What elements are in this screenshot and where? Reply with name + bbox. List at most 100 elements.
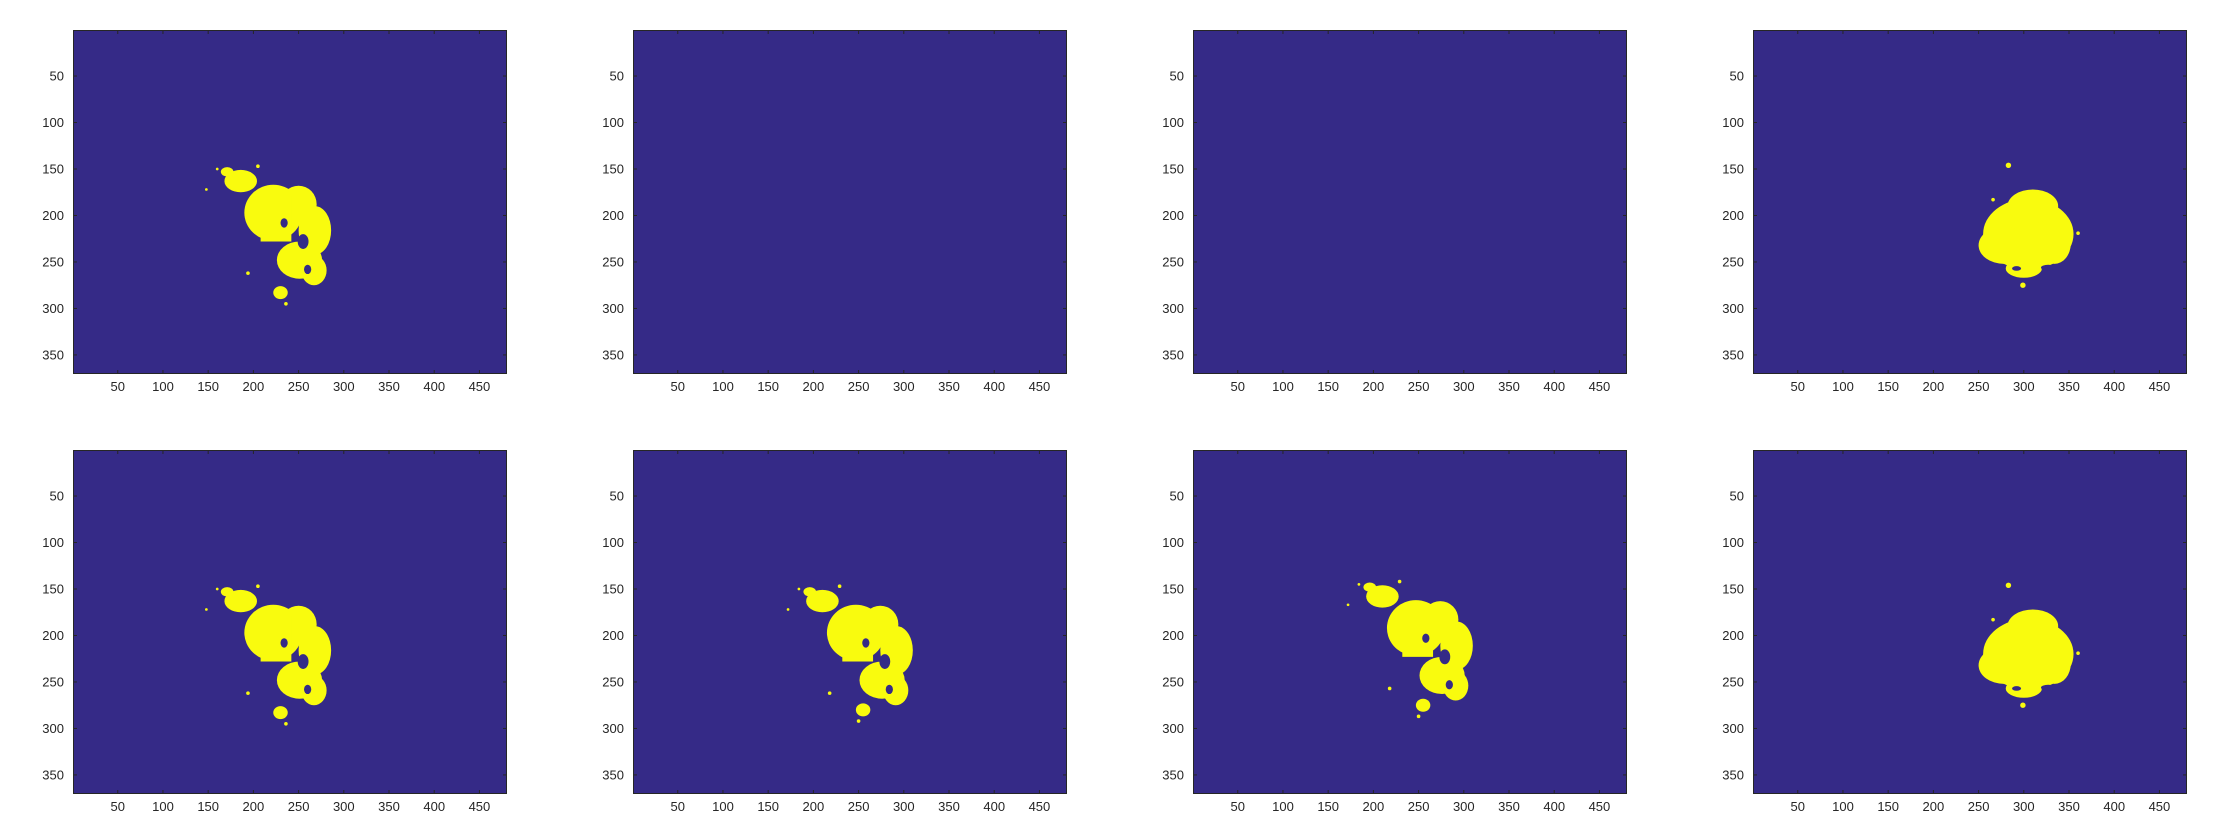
x-tick-label: 400 xyxy=(983,799,1005,814)
mask-background xyxy=(1193,30,1627,374)
region-hole xyxy=(2012,686,2022,691)
x-tick-label: 450 xyxy=(2149,379,2171,394)
mask-panel-r1c4: 50 100 150 200 250 300 350 400 450 50 100 150 200 250… xyxy=(1722,30,2187,394)
mask-panel-r2c4: 50 100 150 200 250 300 350 400 450 50 100 150 200 250… xyxy=(1722,450,2187,814)
x-tick-label: 450 xyxy=(1589,379,1611,394)
x-tick-label: 50 xyxy=(111,799,125,814)
x-tick-label: 150 xyxy=(1317,799,1339,814)
mask-panel-r2c3: 50 100 150 200 250 300 350 400 450 50 100 150 200 250… xyxy=(1162,450,1627,814)
mask-panel-r1c1: 50 100 150 200 250 300 350 400 450 50 100 150 200 250… xyxy=(42,30,507,394)
region-hole xyxy=(2040,684,2056,691)
axes-frame xyxy=(73,30,507,374)
segmentation-region xyxy=(1346,579,1473,719)
region-speck xyxy=(856,719,861,723)
region-blob xyxy=(273,706,288,720)
region-speck xyxy=(1357,582,1361,586)
y-tick-label: 50 xyxy=(1730,69,1744,84)
y-tick-label: 50 xyxy=(1730,489,1744,504)
x-tick-label: 50 xyxy=(1791,799,1805,814)
x-tick-label: 150 xyxy=(1877,379,1899,394)
x-tick-label: 100 xyxy=(712,799,734,814)
region-hole xyxy=(2012,266,2022,271)
region-speck xyxy=(215,167,219,171)
region-speck xyxy=(246,691,250,695)
y-tick-label: 350 xyxy=(42,347,64,362)
y-tick-label: 350 xyxy=(1722,347,1744,362)
axes-frame xyxy=(633,450,1067,794)
y-tick-label: 200 xyxy=(1162,208,1184,223)
y-tick-label: 100 xyxy=(42,115,64,130)
x-tick-label: 400 xyxy=(2103,379,2125,394)
axes-frame xyxy=(73,450,507,794)
y-tick-label: 250 xyxy=(602,674,624,689)
x-tick-label: 350 xyxy=(1498,799,1520,814)
y-tick-label: 150 xyxy=(602,581,624,596)
y-tick-label: 150 xyxy=(1162,161,1184,176)
region-hole xyxy=(297,654,309,669)
y-tick-label: 300 xyxy=(42,721,64,736)
y-tick-label: 300 xyxy=(602,721,624,736)
x-tick-label: 400 xyxy=(983,379,1005,394)
x-tick-label: 350 xyxy=(2058,799,2080,814)
region-block xyxy=(260,195,292,242)
region-hole xyxy=(2040,264,2056,271)
y-tick-label: 50 xyxy=(1170,69,1184,84)
y-tick-label: 350 xyxy=(602,347,624,362)
mask-panel-r2c1: 50 100 150 200 250 300 350 400 450 50 100 150 200 250… xyxy=(42,450,507,814)
y-tick-label: 250 xyxy=(42,674,64,689)
x-tick-label: 250 xyxy=(1968,799,1990,814)
mask-background xyxy=(633,30,1067,374)
region-speck xyxy=(797,587,801,591)
region-speck xyxy=(1991,197,1995,202)
x-tick-label: 100 xyxy=(1832,379,1854,394)
region-speck xyxy=(837,584,842,589)
region-blob xyxy=(301,255,327,286)
region-speck xyxy=(284,301,288,306)
x-tick-label: 50 xyxy=(111,379,125,394)
x-tick-label: 50 xyxy=(1231,379,1245,394)
region-speck xyxy=(1346,603,1350,607)
y-tick-label: 100 xyxy=(42,535,64,550)
x-tick-label: 200 xyxy=(243,799,265,814)
region-hole xyxy=(862,638,870,648)
region-blob xyxy=(1443,670,1469,701)
region-blob xyxy=(301,675,327,706)
region-speck xyxy=(1387,686,1392,691)
region-hole xyxy=(879,654,891,669)
mask-panel-r1c2: 50 100 150 200 250 300 350 400 450 50 100 150 200 250… xyxy=(602,30,1067,394)
y-tick-label: 200 xyxy=(42,628,64,643)
x-tick-label: 150 xyxy=(1877,799,1899,814)
x-tick-label: 250 xyxy=(288,379,310,394)
region-speck xyxy=(205,188,208,191)
x-tick-label: 100 xyxy=(152,799,174,814)
x-tick-label: 200 xyxy=(1923,379,1945,394)
x-tick-label: 100 xyxy=(1272,379,1294,394)
region-speck xyxy=(215,587,219,591)
mask-panel-r1c3: 50 100 150 200 250 300 350 400 450 50 100 150 200 250… xyxy=(1162,30,1627,394)
y-tick-label: 150 xyxy=(602,161,624,176)
y-tick-label: 200 xyxy=(602,628,624,643)
mask-background xyxy=(1753,30,2187,374)
x-tick-label: 300 xyxy=(2013,379,2035,394)
region-hole xyxy=(1445,680,1453,690)
y-tick-label: 50 xyxy=(610,489,624,504)
region-blob xyxy=(224,589,257,613)
x-tick-label: 400 xyxy=(2103,799,2125,814)
y-tick-label: 150 xyxy=(42,161,64,176)
y-tick-label: 150 xyxy=(42,581,64,596)
x-tick-label: 450 xyxy=(1029,379,1051,394)
region-hole xyxy=(1439,649,1451,665)
mask-background xyxy=(1753,450,2187,794)
x-tick-label: 350 xyxy=(938,799,960,814)
region-speck xyxy=(2076,651,2080,655)
x-tick-label: 100 xyxy=(1272,799,1294,814)
region-hole xyxy=(280,638,288,648)
y-tick-label: 50 xyxy=(50,489,64,504)
x-tick-label: 450 xyxy=(1589,799,1611,814)
region-blob xyxy=(1415,698,1431,712)
x-tick-label: 250 xyxy=(1968,379,1990,394)
x-tick-label: 250 xyxy=(848,799,870,814)
y-tick-label: 200 xyxy=(1162,628,1184,643)
y-tick-label: 150 xyxy=(1722,161,1744,176)
x-tick-label: 100 xyxy=(712,379,734,394)
